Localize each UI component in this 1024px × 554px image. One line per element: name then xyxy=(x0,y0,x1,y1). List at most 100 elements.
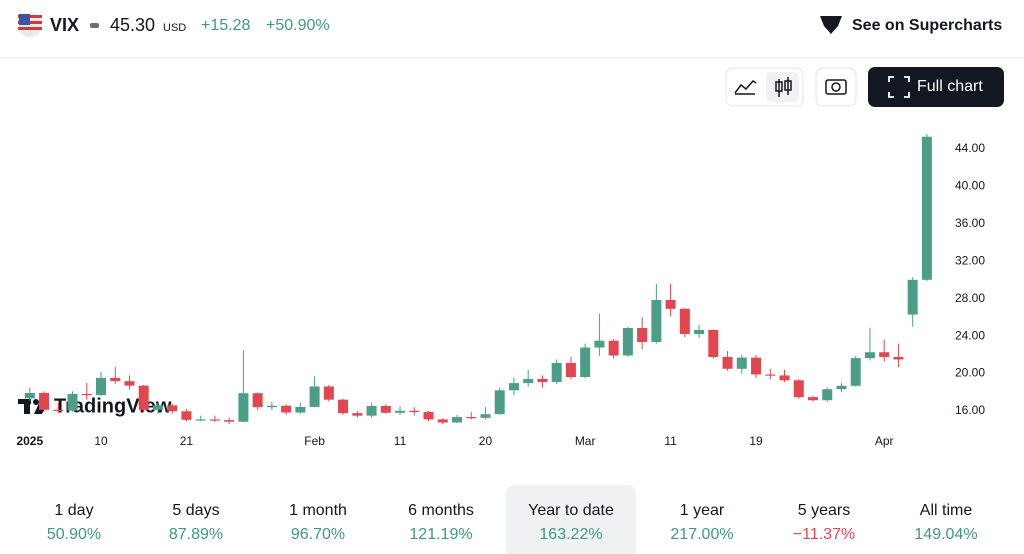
y-tick-label: 44.00 xyxy=(955,141,985,155)
period-value[interactable]: 217.00% xyxy=(670,526,733,543)
x-tick-label: 21 xyxy=(180,434,194,448)
candle-body xyxy=(637,327,648,343)
candle-body xyxy=(651,300,662,343)
candle-body xyxy=(366,405,377,416)
candle-body xyxy=(423,412,434,420)
candle-body xyxy=(708,329,719,358)
flag-icon xyxy=(18,13,42,37)
price: 45.30 xyxy=(110,15,155,35)
candle-body xyxy=(466,417,477,419)
supercharts-icon[interactable] xyxy=(820,16,842,34)
candle-body xyxy=(96,377,106,396)
candle-body xyxy=(124,381,135,386)
candle-body xyxy=(879,352,890,358)
candle-body xyxy=(452,417,462,423)
period-value[interactable]: 149.04% xyxy=(914,526,977,543)
change-percent: +50.90% xyxy=(266,17,330,34)
period-label[interactable]: 5 years xyxy=(798,502,850,519)
candle-body xyxy=(266,405,277,408)
candle-body xyxy=(864,352,875,359)
candle-body xyxy=(893,357,904,360)
candle-body xyxy=(580,347,591,378)
x-tick-label: 20 xyxy=(479,434,493,448)
candle-body xyxy=(195,419,206,421)
y-tick-label: 28.00 xyxy=(955,291,985,305)
y-tick-label: 40.00 xyxy=(955,179,985,193)
line-style-button[interactable] xyxy=(734,80,757,95)
selected-period-bg xyxy=(506,485,636,554)
candle-body xyxy=(295,406,306,413)
candle-body xyxy=(594,340,605,348)
y-tick-label: 24.00 xyxy=(955,328,985,342)
candle-body xyxy=(480,414,491,418)
candle-body xyxy=(679,308,690,334)
candle-body xyxy=(494,390,505,415)
candle-body xyxy=(736,357,747,369)
period-value[interactable]: 163.22% xyxy=(539,526,602,543)
period-label[interactable]: 6 months xyxy=(408,502,474,519)
candle-body xyxy=(793,380,804,398)
candle-body xyxy=(395,410,406,413)
full-chart-label[interactable]: Full chart xyxy=(917,78,983,95)
change: +15.28 xyxy=(201,17,250,34)
x-tick-label: 10 xyxy=(94,434,108,448)
period-value[interactable]: −11.37% xyxy=(793,526,855,543)
candle-body xyxy=(338,399,349,414)
candle-body xyxy=(808,397,818,401)
candle-body xyxy=(850,358,861,386)
x-tick-label: 2025 xyxy=(16,434,43,448)
candle-body xyxy=(409,410,420,413)
candle-body xyxy=(551,362,562,382)
full-chart-button[interactable] xyxy=(868,67,1004,107)
candle-body xyxy=(67,393,78,411)
y-tick-label: 36.00 xyxy=(955,216,985,230)
period-label[interactable]: 1 month xyxy=(289,502,347,519)
period-value[interactable]: 50.90% xyxy=(47,526,101,543)
candle-body xyxy=(622,327,633,356)
period-label[interactable]: Year to date xyxy=(528,502,614,519)
candle-body xyxy=(81,393,92,396)
period-label[interactable]: 5 days xyxy=(172,502,219,519)
supercharts-link[interactable]: See on Supercharts xyxy=(852,17,1002,34)
candle-body xyxy=(110,377,121,382)
candle-body xyxy=(779,375,790,381)
candle-body xyxy=(665,300,676,309)
candle-body xyxy=(309,386,320,407)
period-label[interactable]: All time xyxy=(920,502,973,519)
period-value[interactable]: 121.19% xyxy=(409,526,472,543)
x-tick-label: Apr xyxy=(875,434,894,448)
candle-body xyxy=(181,411,192,420)
period-value[interactable]: 87.89% xyxy=(169,526,223,543)
period-value[interactable]: 96.70% xyxy=(291,526,345,543)
candle-body xyxy=(138,385,149,410)
candle-body xyxy=(53,409,64,411)
y-tick-label: 20.00 xyxy=(955,366,985,380)
candle-body xyxy=(167,405,178,412)
status-dash xyxy=(90,23,99,28)
x-tick-label: 19 xyxy=(749,434,763,448)
x-tick-label: 11 xyxy=(664,434,677,448)
candle-body xyxy=(722,357,733,369)
candle-body xyxy=(323,386,334,400)
period-label[interactable]: 1 day xyxy=(54,502,93,519)
candle-body xyxy=(508,383,519,391)
candle-body xyxy=(238,393,249,422)
period-label[interactable]: 1 year xyxy=(680,502,725,519)
candle-body xyxy=(921,136,932,280)
candle-body xyxy=(765,374,776,376)
candle-body xyxy=(224,420,235,422)
candle-body xyxy=(565,362,576,378)
candle-body xyxy=(822,389,833,401)
candle-body xyxy=(537,378,548,382)
candle-body xyxy=(437,419,448,423)
candle-body xyxy=(523,378,534,384)
x-tick-label: 11 xyxy=(394,434,407,448)
candle-body xyxy=(751,357,762,375)
y-tick-label: 32.00 xyxy=(955,253,985,267)
candle-body xyxy=(281,405,292,413)
candle-body xyxy=(152,405,163,410)
candle-body xyxy=(608,340,619,356)
snapshot-button[interactable] xyxy=(815,67,857,107)
